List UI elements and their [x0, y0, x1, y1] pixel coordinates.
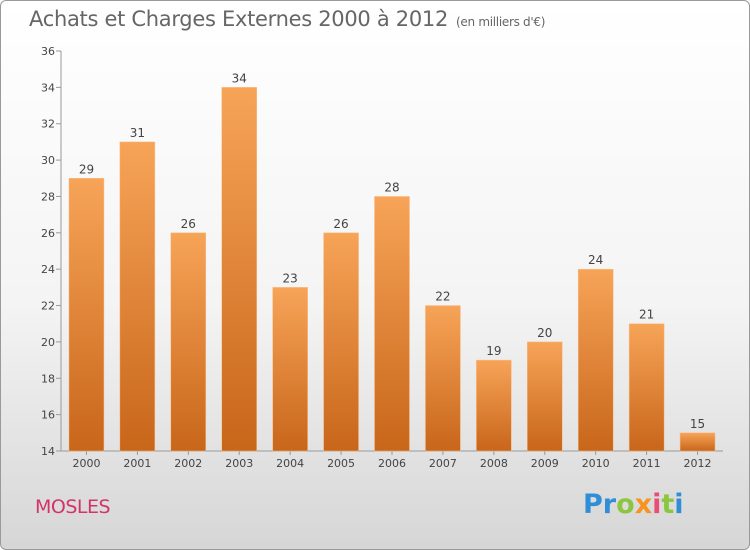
x-tick-label: 2005: [327, 457, 355, 470]
x-tick-label: 2007: [429, 457, 457, 470]
chart-title-text: Achats et Charges Externes 2000 à 2012: [29, 7, 449, 31]
bar-value-label: 23: [283, 271, 298, 285]
x-tick-label: 2012: [684, 457, 712, 470]
bar: [68, 178, 105, 452]
x-tick-label: 2003: [225, 457, 253, 470]
logo-letter: t: [661, 489, 675, 520]
bar: [323, 232, 359, 452]
bar: [527, 341, 563, 452]
bar: [221, 87, 257, 452]
y-tick-label: 16: [41, 409, 55, 422]
bar: [374, 196, 410, 452]
y-tick-label: 36: [41, 45, 55, 58]
y-tick-label: 32: [41, 118, 55, 131]
bar-value-label: 15: [690, 417, 705, 431]
logo-letter: i: [674, 489, 684, 520]
bar: [476, 359, 512, 452]
bar: [119, 141, 156, 452]
y-tick-label: 22: [41, 300, 55, 313]
bar-value-label: 19: [486, 344, 501, 358]
bar: [425, 305, 461, 452]
x-tick-label: 2011: [633, 457, 661, 470]
chart-unit: (en milliers d'€): [456, 15, 546, 29]
logo-letter: P: [583, 489, 603, 520]
chart-title: Achats et Charges Externes 2000 à 2012 (e…: [29, 7, 545, 31]
x-tick-label: 2009: [531, 457, 559, 470]
y-tick-label: 30: [41, 154, 55, 167]
bar-value-label: 31: [130, 126, 145, 140]
logo-letter: o: [616, 489, 635, 520]
bar: [170, 232, 207, 452]
logo-letter: i: [652, 489, 662, 520]
bar: [679, 432, 716, 452]
bar: [628, 323, 665, 452]
bar-value-label: 22: [435, 290, 450, 304]
x-tick-label: 2000: [72, 457, 100, 470]
logo-letter: x: [634, 489, 653, 520]
x-tick-label: 2010: [582, 457, 610, 470]
y-tick-label: 18: [41, 372, 55, 385]
bar-layer: 29 31 26 34 23 26 28 22 19 20 24 21 15: [68, 71, 716, 452]
bar-value-label: 20: [537, 326, 552, 340]
bar-value-label: 24: [588, 253, 603, 267]
y-tick-label: 28: [41, 190, 55, 203]
y-tick-label: 26: [41, 227, 55, 240]
bar-value-label: 26: [181, 217, 196, 231]
bar-value-label: 29: [79, 162, 94, 176]
y-tick-label: 20: [41, 336, 55, 349]
bar: [272, 287, 308, 452]
x-tick-label: 2008: [480, 457, 508, 470]
y-tick-label: 34: [41, 81, 55, 94]
x-tick-label: 2006: [378, 457, 406, 470]
bar-value-label: 28: [384, 180, 399, 194]
bar-value-label: 34: [232, 71, 247, 85]
proxiti-logo[interactable]: Proxiti: [583, 489, 684, 520]
bar-value-label: 21: [639, 308, 654, 322]
axis-layer: 14 16 18 20 22 24 26 28 30 32 34 36 2000 2001 2002 2003…: [41, 45, 723, 470]
bar-value-label: 26: [333, 217, 348, 231]
x-tick-label: 2001: [123, 457, 151, 470]
x-tick-label: 2002: [174, 457, 202, 470]
commune-name: MOSLES: [35, 496, 111, 518]
x-tick-label: 2004: [276, 457, 304, 470]
bar: [577, 268, 614, 452]
y-tick-label: 14: [41, 445, 55, 458]
logo-letter: r: [602, 489, 617, 520]
y-tick-label: 24: [41, 263, 55, 276]
